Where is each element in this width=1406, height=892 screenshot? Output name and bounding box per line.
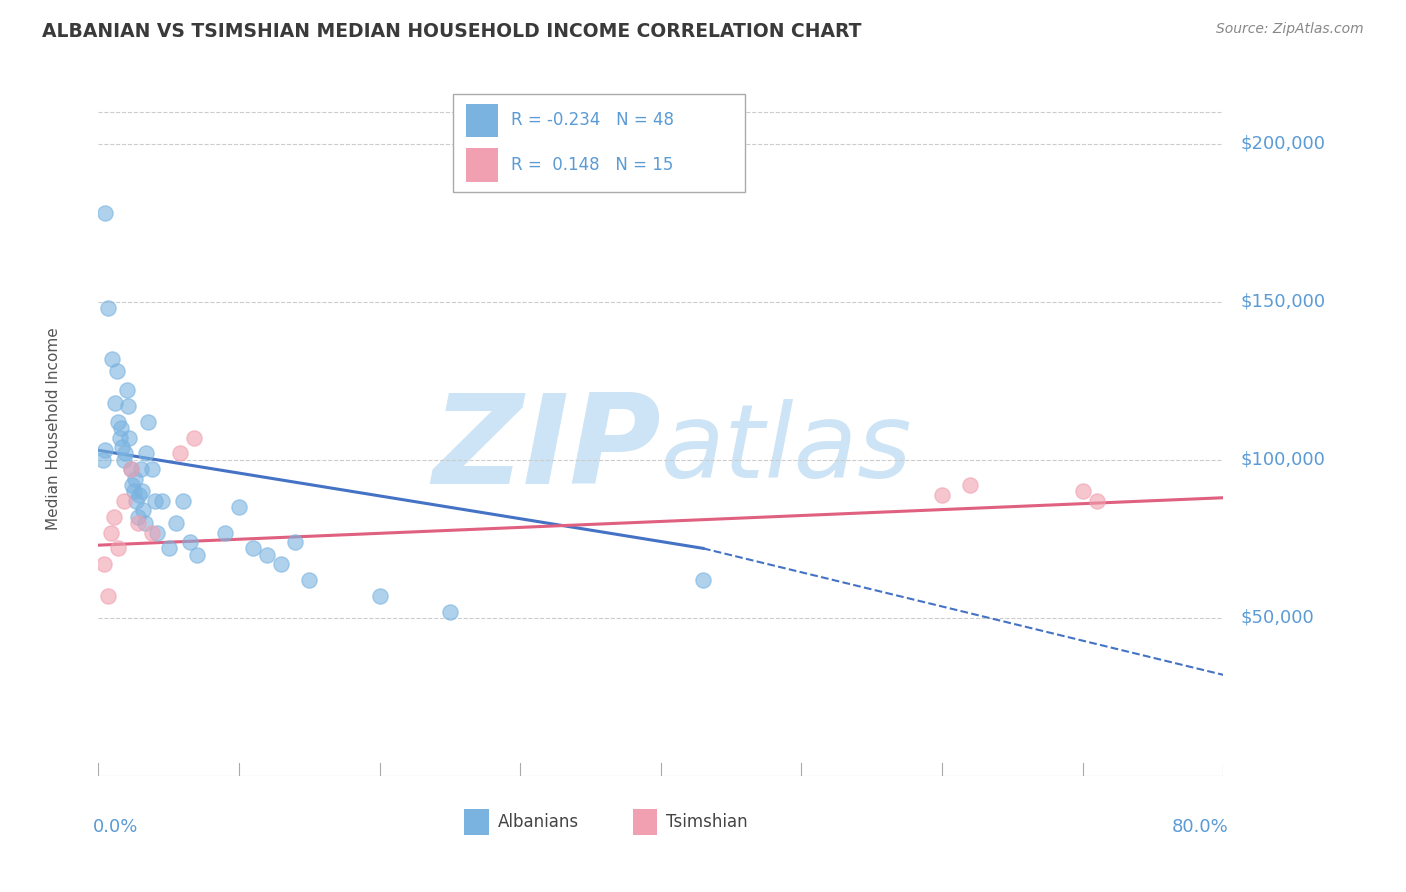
Point — [141, 525, 163, 540]
Point — [228, 500, 250, 515]
Point — [108, 431, 131, 445]
Point — [105, 364, 128, 378]
Text: Median Household Income: Median Household Income — [46, 326, 60, 530]
Point — [179, 535, 201, 549]
Point — [120, 462, 142, 476]
Point — [1085, 494, 1108, 508]
Point — [183, 431, 205, 445]
Point — [104, 396, 127, 410]
Text: $150,000: $150,000 — [1240, 293, 1326, 310]
Point — [127, 516, 149, 530]
Point — [129, 462, 152, 476]
Point — [172, 494, 194, 508]
Text: 0.0%: 0.0% — [93, 818, 138, 836]
Text: atlas: atlas — [661, 399, 912, 499]
Text: 80.0%: 80.0% — [1173, 818, 1229, 836]
Text: Tsimshian: Tsimshian — [666, 813, 748, 831]
Point — [101, 351, 124, 366]
Point — [136, 415, 159, 429]
Text: Source: ZipAtlas.com: Source: ZipAtlas.com — [1216, 22, 1364, 37]
Point — [103, 509, 125, 524]
Point — [284, 535, 307, 549]
Bar — [464, 809, 489, 835]
Point — [122, 484, 145, 499]
Point — [125, 494, 148, 508]
Point — [111, 440, 134, 454]
Point — [368, 589, 391, 603]
Point — [1071, 484, 1094, 499]
Text: ZIP: ZIP — [432, 389, 661, 509]
Point — [112, 452, 135, 467]
Point — [157, 541, 180, 556]
Point — [100, 525, 122, 540]
Point — [692, 573, 714, 587]
Point — [143, 494, 166, 508]
Point — [124, 472, 146, 486]
Point — [131, 484, 153, 499]
Point — [242, 541, 264, 556]
Point — [117, 399, 139, 413]
Text: $200,000: $200,000 — [1240, 135, 1324, 153]
Point — [121, 478, 143, 492]
Point — [141, 462, 163, 476]
Point — [127, 509, 149, 524]
Point — [97, 589, 120, 603]
Text: $50,000: $50,000 — [1240, 609, 1313, 627]
Text: R =  0.148   N = 15: R = 0.148 N = 15 — [512, 156, 673, 174]
Text: Albanians: Albanians — [498, 813, 579, 831]
Point — [128, 487, 150, 501]
Point — [107, 415, 129, 429]
Point — [135, 446, 157, 460]
Point — [439, 605, 461, 619]
Point — [256, 548, 278, 562]
Point — [110, 421, 132, 435]
Point — [931, 487, 953, 501]
Point — [118, 431, 141, 445]
Point — [298, 573, 321, 587]
Point — [186, 548, 208, 562]
Text: ALBANIAN VS TSIMSHIAN MEDIAN HOUSEHOLD INCOME CORRELATION CHART: ALBANIAN VS TSIMSHIAN MEDIAN HOUSEHOLD I… — [42, 22, 862, 41]
Bar — [467, 148, 498, 182]
Point — [120, 462, 142, 476]
Point — [959, 478, 981, 492]
Point — [214, 525, 236, 540]
Point — [97, 301, 120, 315]
Point — [112, 494, 135, 508]
Text: $100,000: $100,000 — [1240, 450, 1324, 469]
Point — [169, 446, 191, 460]
Point — [91, 452, 114, 467]
Point — [132, 503, 155, 517]
Point — [115, 383, 138, 397]
Bar — [633, 809, 658, 835]
Bar — [467, 103, 498, 137]
Point — [150, 494, 173, 508]
Point — [94, 206, 117, 220]
Point — [165, 516, 187, 530]
Point — [107, 541, 129, 556]
Point — [134, 516, 156, 530]
Point — [114, 446, 136, 460]
Point — [93, 557, 115, 571]
Text: R = -0.234   N = 48: R = -0.234 N = 48 — [512, 112, 675, 129]
Point — [146, 525, 169, 540]
Point — [94, 443, 117, 458]
Bar — [453, 95, 745, 192]
Point — [270, 557, 292, 571]
